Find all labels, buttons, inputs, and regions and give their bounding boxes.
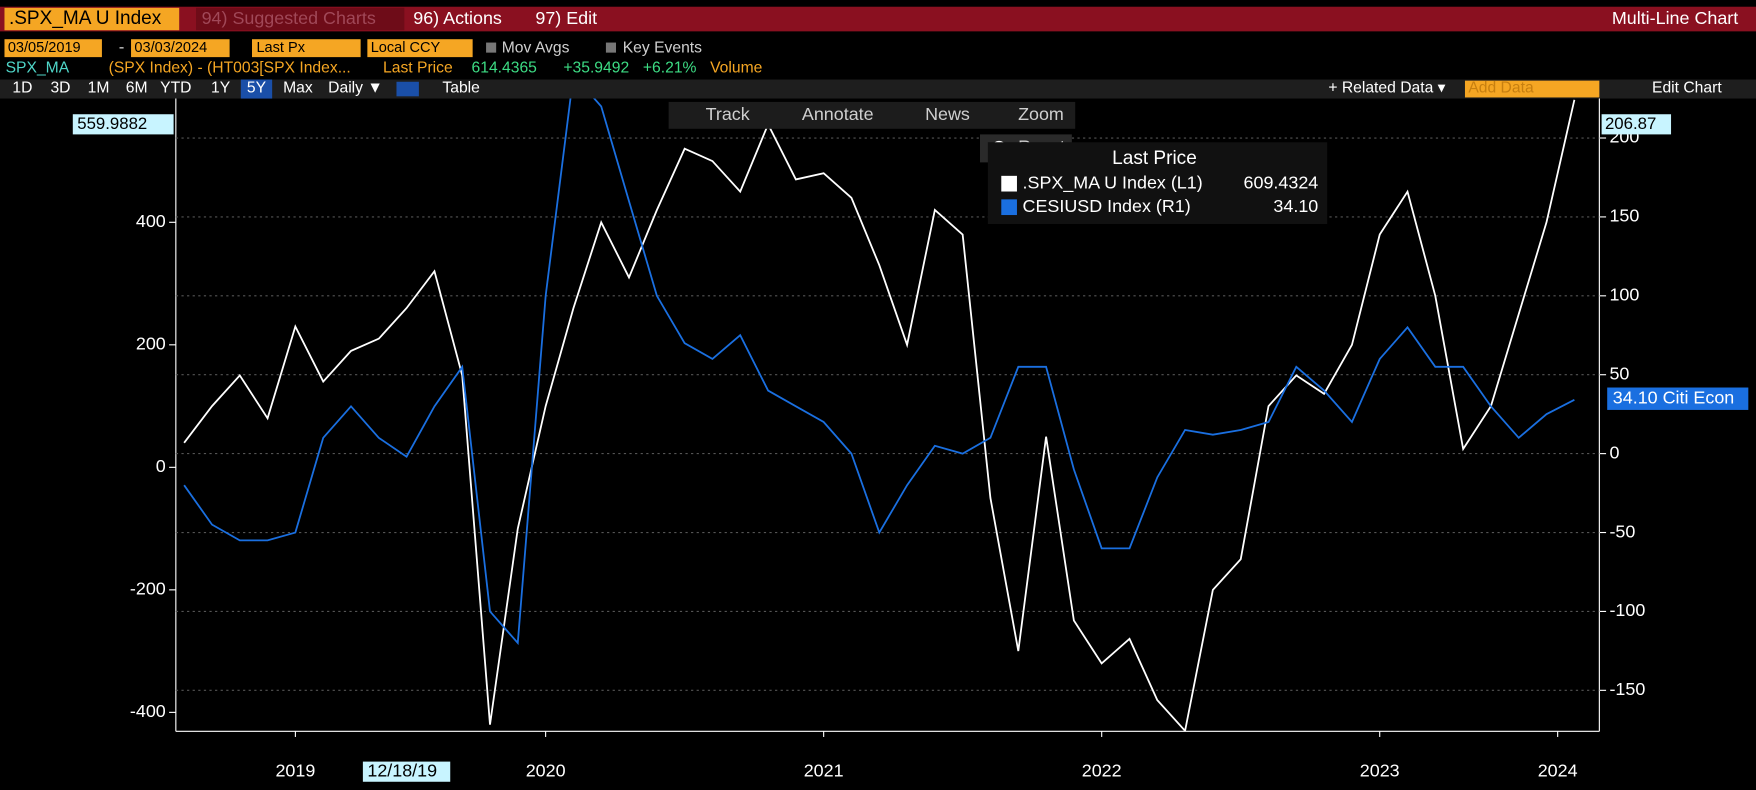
- volume: Volume: [710, 59, 763, 76]
- date-dash: -: [119, 38, 125, 57]
- suggested-box[interactable]: [196, 7, 405, 31]
- left-tag: 559.9882: [77, 114, 147, 133]
- table-button[interactable]: Table: [442, 80, 480, 97]
- series-line: [183, 99, 1576, 732]
- formula: (SPX Index) - (HT003[SPX Index...: [109, 59, 351, 76]
- change-pct: +6.21%: [643, 59, 697, 76]
- chart-tools: [668, 101, 1076, 129]
- x-tick-label: 2022: [1082, 760, 1122, 780]
- legend-box: [987, 142, 1328, 224]
- suggested-charts[interactable]: 94) Suggested Charts: [202, 8, 376, 28]
- currency[interactable]: Local CCY: [371, 40, 441, 56]
- add-data-box[interactable]: [1464, 80, 1600, 98]
- y2-tick-label: 0: [1609, 442, 1619, 462]
- tool-button[interactable]: Annotate: [802, 104, 874, 124]
- currency-box[interactable]: [367, 39, 473, 58]
- legend-value: 609.4324: [1244, 172, 1319, 192]
- y-tick-label: 400: [136, 211, 166, 231]
- period-button[interactable]: 1D: [12, 80, 32, 97]
- legend-label: CESIUSD Index (R1): [1023, 196, 1191, 216]
- series-name: SPX_MA: [6, 59, 70, 76]
- legend-swatch: [1001, 175, 1017, 192]
- cesi-tag: 34.10 Citi Econ: [1613, 387, 1734, 407]
- add-data[interactable]: Add Data: [1468, 80, 1534, 97]
- tool-button[interactable]: News: [925, 104, 970, 124]
- tag-box: [1607, 387, 1749, 410]
- ticker-box[interactable]: [4, 7, 180, 31]
- x-tick-label: 2024: [1538, 760, 1578, 780]
- y2-tick-label: 150: [1609, 206, 1639, 226]
- edit-chart[interactable]: Edit Chart: [1652, 80, 1722, 97]
- x-tick-label: 2020: [526, 760, 566, 780]
- mov-avgs[interactable]: Mov Avgs: [502, 39, 570, 56]
- y2-tick-label: -150: [1609, 679, 1645, 699]
- checkbox[interactable]: [605, 42, 616, 53]
- y-tick-label: 200: [136, 334, 166, 354]
- legend-label: .SPX_MA U Index (L1): [1023, 172, 1203, 193]
- price: 614.4365: [472, 59, 538, 76]
- edit-menu[interactable]: 97) Edit: [535, 8, 597, 28]
- y2-tick-label: 50: [1609, 363, 1629, 383]
- legend-swatch: [1001, 199, 1017, 216]
- end-box[interactable]: [131, 39, 230, 58]
- period-button[interactable]: 6M: [126, 80, 148, 97]
- end-date[interactable]: 03/03/2024: [134, 40, 207, 56]
- series-line: [183, 98, 1575, 646]
- right-tag: 206.87: [1605, 114, 1656, 133]
- tag-box: [362, 761, 451, 782]
- cursor-date: 12/18/19: [367, 760, 437, 780]
- y2-tick-label: 100: [1609, 285, 1639, 305]
- key-events[interactable]: Key Events: [623, 39, 702, 56]
- plot-area: -400-2000200400-150-100-5005010015020020…: [130, 98, 1645, 780]
- period-button[interactable]: 1M: [88, 80, 110, 97]
- x-tick-label: 2023: [1360, 760, 1400, 780]
- x-tick-label: 2021: [804, 760, 844, 780]
- change: +35.9492: [563, 59, 629, 76]
- actions-menu[interactable]: 96) Actions: [413, 8, 502, 28]
- chart-kind: Multi-Line Chart: [1612, 8, 1738, 28]
- start-date[interactable]: 03/05/2019: [8, 40, 81, 56]
- start-box[interactable]: [4, 39, 102, 58]
- tag-box: [1601, 114, 1672, 135]
- field-box[interactable]: [252, 39, 361, 58]
- legend-title: Last Price: [1112, 148, 1197, 169]
- y-tick-label: -400: [130, 701, 166, 721]
- chart-icon[interactable]: [396, 81, 419, 97]
- checkbox[interactable]: [486, 42, 497, 53]
- y2-tick-label: -50: [1609, 521, 1635, 541]
- content: .SPX_MA U Index 94) Suggested Charts 96)…: [0, 6, 1756, 782]
- period-button[interactable]: 3D: [50, 80, 70, 97]
- period-selected: [240, 79, 273, 99]
- field[interactable]: Last Px: [256, 40, 305, 56]
- y-tick-label: 0: [156, 456, 166, 476]
- tool-button[interactable]: Zoom: [1018, 104, 1064, 124]
- period-button[interactable]: 5Y: [247, 80, 267, 97]
- price-label: Last Price: [383, 59, 453, 76]
- period-button[interactable]: Max: [283, 80, 313, 97]
- toolbar: [0, 79, 1756, 99]
- legend: .SPX_MA U Index (L1) 609.4324 CESIUSD Inde…: [1001, 172, 1318, 216]
- related-data[interactable]: + Related Data ▾: [1328, 80, 1445, 97]
- tag-box: [72, 114, 174, 135]
- tool-button[interactable]: Track: [706, 104, 750, 124]
- period-button[interactable]: 1Y: [211, 80, 231, 97]
- frequency[interactable]: Daily ▼: [328, 80, 383, 97]
- x-tick-label: 2019: [275, 760, 315, 780]
- ticker[interactable]: .SPX_MA U Index: [9, 8, 162, 29]
- y-tick-label: -200: [130, 579, 166, 599]
- legend-value: 34.10: [1273, 196, 1318, 216]
- y2-tick-label: -100: [1609, 600, 1645, 620]
- period-button[interactable]: YTD: [160, 80, 191, 97]
